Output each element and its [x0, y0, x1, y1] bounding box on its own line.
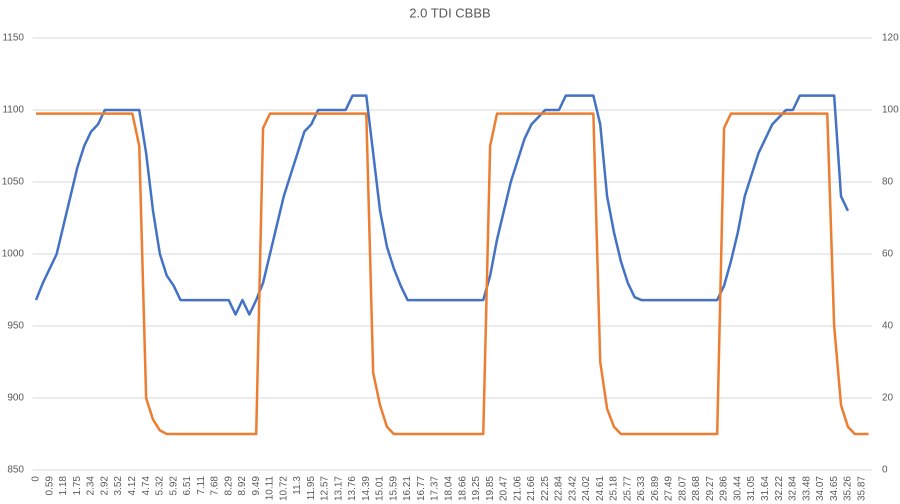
y2-tick-label: 60 [882, 249, 894, 260]
x-tick-label: 7.11 [196, 476, 207, 495]
x-tick-label: 15.59 [388, 476, 399, 501]
x-tick-label: 4.74 [141, 476, 152, 496]
series-line [36, 112, 869, 436]
x-tick-label: 21.66 [526, 476, 537, 501]
x-tick-label: 25.77 [622, 476, 633, 501]
x-tick-label: 1.75 [72, 476, 83, 496]
y2-tick-label: 40 [882, 321, 894, 332]
x-tick-label: 21.06 [512, 476, 523, 501]
x-tick-label: 8.29 [223, 476, 234, 496]
x-tick-label: 11.95 [306, 476, 317, 501]
x-tick-label: 15.01 [375, 476, 386, 501]
x-tick-label: 19.25 [471, 476, 482, 501]
x-tick-label: 27.49 [664, 476, 675, 501]
x-tick-label: 28.07 [677, 476, 688, 501]
y-tick-label: 1100 [2, 105, 24, 116]
y2-tick-label: 80 [882, 177, 894, 188]
x-tick-label: 32.84 [788, 476, 799, 501]
x-tick-label: 25.18 [609, 476, 620, 501]
x-tick-label: 2.34 [86, 476, 97, 496]
x-tick-label: 16.21 [402, 476, 413, 501]
x-tick-label: 18.04 [444, 476, 455, 501]
x-tick-label: 29.86 [719, 476, 730, 501]
x-tick-label: 10.11 [265, 476, 276, 501]
x-tick-label: 24.61 [595, 476, 606, 501]
x-tick-label: 13.76 [347, 476, 358, 501]
y-tick-label: 850 [7, 465, 24, 476]
x-tick-label: 29.27 [705, 476, 716, 501]
x-tick-label: 17.37 [430, 476, 441, 501]
series-line [34, 94, 850, 316]
y-tick-label: 1000 [2, 249, 25, 260]
x-tick-label: 14.39 [361, 476, 372, 501]
x-tick-label: 13.17 [333, 476, 344, 501]
x-tick-label: 5.32 [155, 476, 166, 496]
y-tick-label: 1150 [2, 33, 24, 44]
x-tick-label: 33.48 [801, 476, 812, 501]
x-tick-label: 31.64 [760, 476, 771, 501]
x-tick-label: 11.3 [292, 476, 303, 495]
y2-tick-label: 0 [882, 465, 888, 476]
x-tick-label: 2.92 [99, 476, 110, 496]
x-tick-label: 31.05 [746, 476, 757, 501]
x-tick-label: 0.59 [44, 476, 55, 496]
x-tick-label: 34.07 [815, 476, 826, 501]
x-tick-label: 26.33 [636, 476, 647, 501]
x-tick-label: 6.51 [182, 476, 193, 496]
y-tick-label: 900 [7, 393, 24, 404]
y2-tick-label: 100 [882, 105, 899, 116]
x-tick-label: 26.89 [650, 476, 661, 501]
x-tick-label: 7.68 [210, 476, 221, 496]
x-tick-label: 16.77 [416, 476, 427, 501]
x-tick-label: 12.57 [320, 476, 331, 501]
x-tick-label: 0 [31, 476, 42, 482]
x-tick-label: 1.18 [58, 476, 69, 496]
y2-tick-label: 20 [882, 393, 894, 404]
y2-tick-label: 120 [882, 33, 899, 44]
x-tick-label: 3.52 [113, 476, 124, 496]
x-tick-label: 35.26 [843, 476, 854, 501]
x-tick-label: 22.84 [554, 476, 565, 501]
x-tick-label: 10.72 [278, 476, 289, 501]
y-tick-label: 1050 [2, 177, 25, 188]
x-tick-label: 24.02 [581, 476, 592, 501]
x-tick-label: 32.22 [774, 476, 785, 501]
x-tick-label: 35.87 [856, 476, 867, 501]
x-tick-label: 4.12 [127, 476, 138, 496]
x-tick-label: 9.49 [251, 476, 262, 496]
x-tick-label: 20.47 [499, 476, 510, 501]
x-tick-label: 30.44 [732, 476, 743, 501]
chart-title: 2.0 TDI CBBB [409, 5, 490, 20]
x-tick-label: 34.65 [829, 476, 840, 501]
x-tick-label: 23.42 [567, 476, 578, 501]
x-tick-label: 18.66 [457, 476, 468, 501]
x-tick-label: 5.92 [168, 476, 179, 496]
x-tick-label: 19.85 [485, 476, 496, 501]
x-tick-label: 28.68 [691, 476, 702, 501]
x-tick-label: 8.92 [237, 476, 248, 496]
x-tick-label: 22.25 [540, 476, 551, 501]
y-tick-label: 950 [7, 321, 24, 332]
